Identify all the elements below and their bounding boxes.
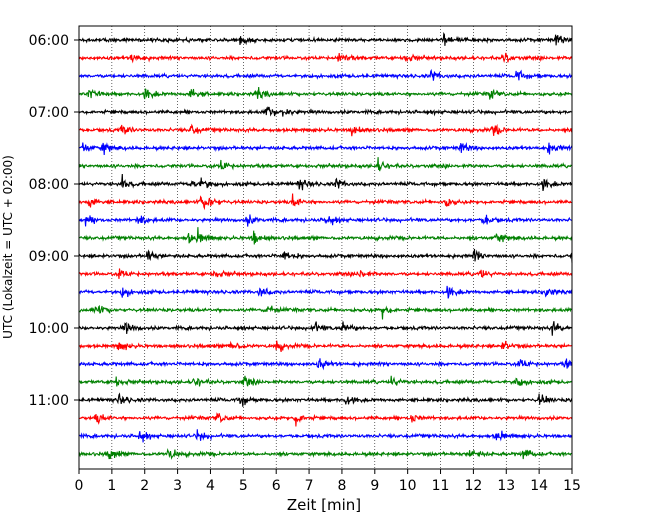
x-tick-label: 10 <box>399 478 417 494</box>
trace-0800 <box>78 173 573 192</box>
traces-layer <box>78 31 573 460</box>
trace-1115 <box>78 412 573 427</box>
x-tick-label: 8 <box>337 478 346 494</box>
trace-1000 <box>78 321 573 336</box>
trace-1145 <box>78 447 573 460</box>
y-axis-label: UTC (Lokalzeit = UTC + 02:00) <box>1 155 15 339</box>
trace-0815 <box>78 193 573 211</box>
trace-0930 <box>79 285 573 299</box>
y-tick-label: 10:00 <box>29 321 69 337</box>
x-tick-label: 15 <box>563 478 581 494</box>
trace-0845 <box>78 227 573 245</box>
y-tick-label: 11:00 <box>29 393 69 409</box>
x-tick-label: 12 <box>464 478 482 494</box>
x-tick-label: 9 <box>370 478 379 494</box>
x-tick-label: 14 <box>530 478 548 494</box>
x-tick-label: 11 <box>432 478 450 494</box>
x-tick-label: 2 <box>140 478 149 494</box>
y-tick-label: 07:00 <box>29 105 69 121</box>
trace-0600 <box>78 31 573 46</box>
trace-0830 <box>78 214 573 227</box>
trace-0700 <box>78 106 573 117</box>
x-tick-label: 7 <box>305 478 314 494</box>
trace-1015 <box>78 340 573 353</box>
x-axis-label: Zeit [min] <box>287 496 361 514</box>
trace-1045 <box>78 375 573 387</box>
x-tick-label: 3 <box>173 478 182 494</box>
trace-0645 <box>78 86 573 100</box>
x-tick-label: 13 <box>497 478 515 494</box>
trace-0615 <box>79 52 573 64</box>
x-tick-label: 0 <box>75 478 84 494</box>
trace-0715 <box>78 123 573 137</box>
trace-0630 <box>78 68 573 81</box>
trace-0900 <box>78 248 573 263</box>
plot-frame <box>78 25 573 470</box>
y-tick-label: 08:00 <box>29 177 69 193</box>
x-tick-label: 5 <box>239 478 248 494</box>
trace-0945 <box>78 304 573 320</box>
trace-0730 <box>78 141 573 156</box>
x-tick-label: 4 <box>206 478 215 494</box>
x-tick-label: 6 <box>272 478 281 494</box>
trace-0745 <box>78 157 573 172</box>
y-tick-label: 09:00 <box>29 249 69 265</box>
trace-1100 <box>78 392 573 407</box>
axes-layer: 0 1 2 3 4 5 6 7 8 9 10 11 12 13 14 1506:0007:0008:0009:… <box>29 25 581 494</box>
x-tick-label: 1 <box>107 478 116 494</box>
y-tick-label: 06:00 <box>29 33 69 49</box>
trace-1030 <box>78 358 573 371</box>
trace-0915 <box>78 268 573 279</box>
trace-1130 <box>78 429 573 443</box>
